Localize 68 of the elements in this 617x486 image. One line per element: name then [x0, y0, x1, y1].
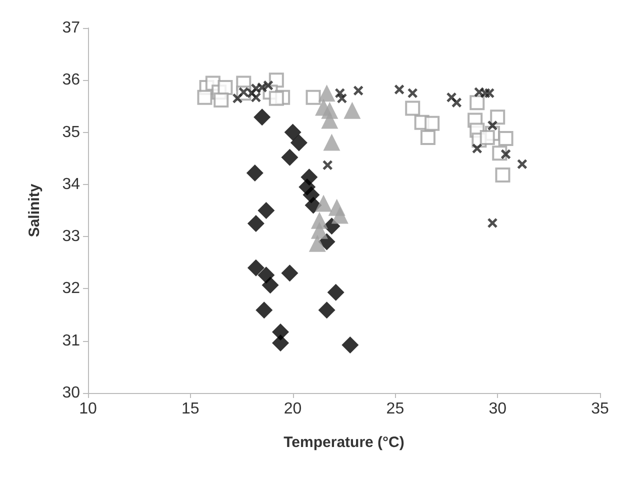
point — [268, 90, 284, 106]
point — [405, 100, 420, 116]
point — [470, 95, 485, 110]
point — [424, 116, 440, 131]
y-tick-label: 37 — [62, 20, 80, 36]
point — [262, 276, 279, 294]
point — [247, 259, 264, 276]
y-tick-label: 36 — [62, 72, 80, 89]
point — [487, 218, 498, 228]
point — [315, 194, 332, 212]
point — [323, 134, 340, 151]
point — [197, 90, 212, 105]
y-axis-title: Salinity — [26, 183, 43, 238]
point — [262, 80, 274, 91]
point — [490, 110, 506, 125]
point — [394, 84, 405, 95]
y-tick-label: 35 — [62, 124, 80, 141]
x-tick-label: 20 — [284, 400, 302, 418]
point — [310, 222, 328, 239]
point — [331, 206, 348, 224]
y-tick-label: 30 — [62, 384, 80, 402]
point — [353, 85, 364, 96]
point — [484, 88, 495, 98]
y-tick-label: 34 — [62, 176, 80, 193]
point — [407, 88, 418, 98]
x-axis-title: Temperature (°C) — [284, 434, 404, 451]
point — [308, 234, 326, 252]
point — [272, 334, 290, 352]
y-tick-label: 33 — [62, 228, 80, 246]
point — [281, 148, 298, 166]
point — [487, 120, 498, 131]
point — [290, 134, 308, 152]
x-tick-label: 30 — [488, 400, 507, 418]
point — [247, 215, 264, 232]
x-tick-label: 10 — [79, 400, 97, 418]
point — [327, 284, 344, 301]
point — [342, 336, 359, 354]
point — [281, 264, 298, 282]
point — [258, 202, 275, 219]
point — [451, 97, 462, 108]
point — [306, 90, 321, 105]
point — [246, 88, 258, 98]
point — [254, 108, 271, 126]
point — [495, 168, 510, 183]
point — [318, 302, 336, 319]
point — [214, 92, 229, 108]
point — [472, 143, 482, 154]
point — [284, 124, 302, 141]
point — [480, 130, 495, 145]
point — [318, 84, 336, 102]
point — [322, 160, 333, 170]
y-tick-label: 32 — [62, 280, 80, 298]
point — [256, 302, 273, 319]
point — [474, 86, 484, 98]
point — [498, 131, 514, 146]
point — [516, 158, 528, 170]
x-tick-label: 25 — [386, 400, 404, 418]
point — [420, 130, 436, 145]
x-tick-label: 15 — [182, 400, 200, 418]
point — [480, 88, 491, 98]
x-tick-label: 35 — [591, 400, 609, 418]
point — [446, 92, 457, 103]
point — [500, 148, 512, 160]
y-tick-label: 31 — [62, 332, 80, 350]
point — [256, 82, 268, 93]
point — [232, 93, 243, 104]
point — [246, 164, 264, 182]
point — [344, 102, 361, 119]
